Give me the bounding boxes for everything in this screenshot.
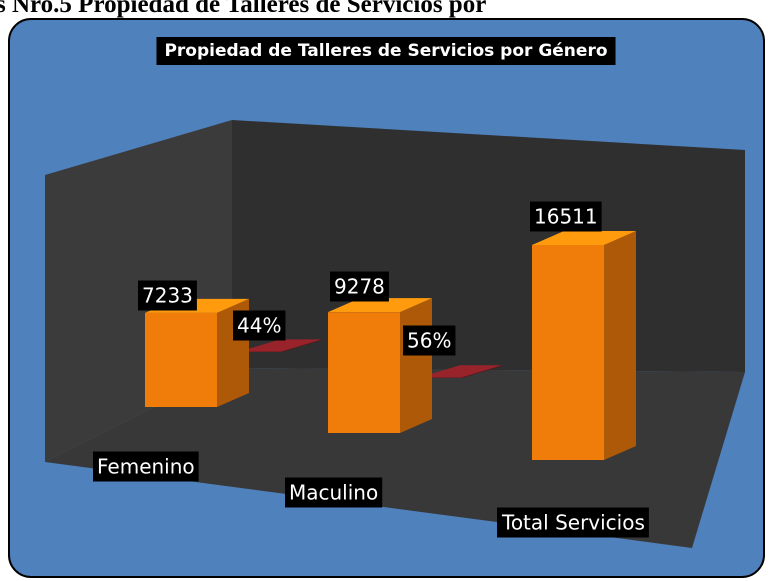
chart-title: Propiedad de Talleres de Servicios por G… (164, 41, 607, 61)
bar-front (420, 377, 462, 378)
bar-top (240, 339, 322, 352)
bar-top (328, 298, 432, 313)
bar-front (532, 245, 604, 460)
data-label: 44% (237, 314, 281, 338)
category-label-group: Maculino (285, 477, 383, 508)
data-label-group: 56% (403, 325, 456, 356)
data-label-background (530, 201, 602, 232)
bar-front (240, 351, 282, 352)
data-label-group: 9278 (330, 271, 389, 302)
category-label: Maculino (289, 481, 378, 505)
bar (420, 365, 502, 378)
data-label-group: 44% (233, 310, 286, 341)
data-label-background (330, 271, 389, 302)
bar-top (420, 365, 502, 378)
data-label-background (233, 310, 286, 341)
bar (240, 339, 322, 352)
bar-side (282, 339, 322, 352)
title-group: Propiedad de Talleres de Servicios por G… (156, 37, 616, 65)
data-label-background (138, 280, 197, 311)
category-label: Femenino (97, 455, 195, 479)
category-label-background (285, 477, 383, 508)
back-wall (232, 120, 745, 372)
bar-front (145, 312, 217, 407)
title-background (156, 37, 616, 65)
data-label: 7233 (142, 284, 193, 308)
category-label-group: Femenino (93, 451, 199, 482)
data-label: 56% (407, 329, 451, 353)
data-label: 9278 (334, 275, 385, 299)
bar-front (328, 312, 400, 433)
bar (328, 298, 432, 433)
data-label-background (403, 325, 456, 356)
page-caption: s Nro.5 Propiedad de Talleres de Servici… (0, 0, 486, 18)
bar-side (400, 298, 432, 433)
category-label-group: Total Servicios (497, 507, 649, 538)
category-label-background (93, 451, 199, 482)
bar-side (604, 231, 636, 460)
bar (532, 231, 636, 460)
data-label-group: 7233 (138, 280, 197, 311)
bar-top (532, 231, 636, 245)
data-label-group: 16511 (530, 201, 602, 232)
data-label: 16511 (534, 205, 598, 229)
category-label-background (497, 507, 649, 538)
category-label: Total Servicios (501, 511, 645, 535)
bar-side (462, 365, 502, 378)
